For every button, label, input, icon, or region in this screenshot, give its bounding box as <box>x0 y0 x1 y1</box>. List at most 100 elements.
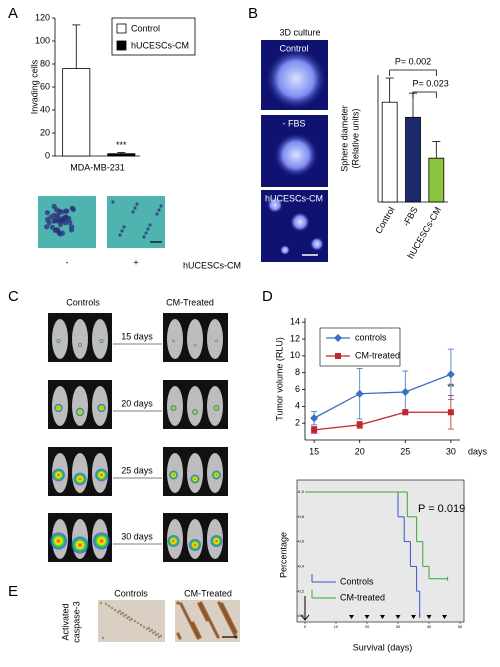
stain <box>127 615 131 619</box>
legend-label: Control <box>131 23 160 33</box>
series-line <box>314 411 451 431</box>
legend-label: Controls <box>340 576 374 586</box>
ihc-image <box>175 600 240 642</box>
row-label: caspase-3 <box>71 601 81 643</box>
signal <box>99 339 104 343</box>
legend-swatch <box>116 40 127 51</box>
signal <box>49 532 68 550</box>
y-tick-label: 2 <box>295 418 300 428</box>
panel-letter: D <box>262 288 273 305</box>
stain <box>159 634 163 638</box>
bracket <box>389 69 437 76</box>
cell <box>159 204 163 208</box>
stain <box>124 613 128 617</box>
image-title: 3D culture <box>279 27 320 37</box>
image-label: - FBS <box>282 118 305 128</box>
signal <box>215 339 218 343</box>
cell <box>133 206 137 210</box>
point <box>310 414 319 423</box>
stain <box>122 614 126 618</box>
treatment-marker <box>395 615 401 619</box>
stain <box>176 601 180 605</box>
treatment-label: hUCESCs-CM <box>183 260 241 270</box>
invasion-image <box>38 196 96 248</box>
bar <box>428 157 445 203</box>
panel-letter: E <box>8 583 18 600</box>
y-axis-label: Invading cells <box>29 59 39 114</box>
y-tick-label: 1,0 <box>298 489 304 494</box>
stain <box>157 635 161 639</box>
stain <box>113 608 117 612</box>
stain <box>199 601 203 605</box>
cell <box>44 216 51 223</box>
sphere-image: Control <box>261 40 328 110</box>
y-tick-label: 6 <box>295 384 300 394</box>
stain <box>110 606 114 610</box>
stain <box>191 621 195 625</box>
signal <box>190 474 200 484</box>
treatment-marker <box>349 615 354 619</box>
cell <box>68 227 75 233</box>
stain <box>217 601 221 605</box>
cell <box>59 230 66 236</box>
sphere <box>310 237 324 251</box>
error-bar <box>385 77 394 103</box>
mouse-image <box>163 380 228 429</box>
y-axis-label: Sphere diameter <box>339 105 349 172</box>
y-tick-label: 12 <box>290 333 300 343</box>
mouse-image <box>48 513 112 562</box>
stain <box>101 636 105 640</box>
x-tick-label: -FBS <box>401 205 420 228</box>
day-label: 30 days <box>121 531 153 541</box>
cell <box>55 214 61 220</box>
y-tick-label: 8 <box>295 367 300 377</box>
mouse <box>187 453 203 493</box>
mouse-image <box>48 313 112 362</box>
cell <box>51 203 57 210</box>
signal <box>78 343 82 347</box>
annotation: P = 0.019 <box>418 503 465 515</box>
mouse <box>72 319 88 359</box>
ihc-image <box>98 600 165 642</box>
treatment-marker <box>442 615 447 619</box>
legend-box <box>319 327 401 367</box>
y-tick-label: 40 <box>40 104 50 114</box>
stain <box>119 612 123 616</box>
y-tick-label: 120 <box>35 12 50 22</box>
y-tick-label: 60 <box>40 81 50 91</box>
x-axis-label: Survival (days) <box>353 642 413 652</box>
image-label: + <box>133 257 138 267</box>
stain <box>150 628 154 632</box>
y-tick-label: 0,4 <box>298 563 304 568</box>
treatment-marker <box>411 615 416 619</box>
stain <box>156 632 160 636</box>
signal <box>71 536 89 554</box>
cell <box>120 229 124 233</box>
y-tick-label: 0 <box>45 150 50 160</box>
significance-bracket: P= 0.023 <box>413 78 449 98</box>
x-tick-label: 40 <box>427 624 432 629</box>
stain <box>136 621 140 625</box>
cell <box>44 210 50 216</box>
image-label: hUCESCs-CM <box>265 193 323 203</box>
stain <box>220 602 224 606</box>
mouse-image <box>163 313 228 362</box>
sphere-image: - FBS <box>261 115 328 187</box>
bar <box>107 153 136 157</box>
error-bar <box>72 24 81 69</box>
x-tick-label: 20 <box>365 624 370 629</box>
sphere <box>267 197 283 213</box>
point <box>356 421 363 428</box>
x-tick-label: 15 <box>309 446 319 456</box>
column-label: CM-Treated <box>184 588 232 598</box>
cell <box>155 212 159 216</box>
y-tick-label: 20 <box>40 127 50 137</box>
signal <box>92 532 111 550</box>
stain <box>99 601 103 605</box>
panel-letter: B <box>248 5 258 22</box>
y-tick-label: 4 <box>295 401 300 411</box>
mouse-image <box>163 513 228 562</box>
x-axis-label: days <box>468 446 488 456</box>
signal <box>213 405 220 411</box>
